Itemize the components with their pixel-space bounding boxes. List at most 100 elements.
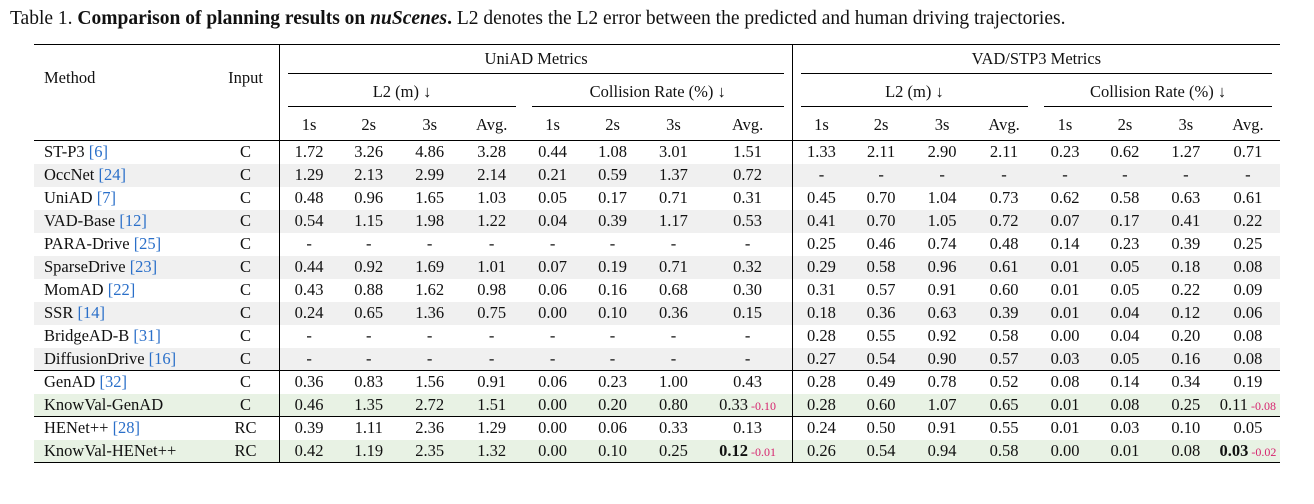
method-name: GenAD xyxy=(44,372,96,392)
value-cell: 0.43 xyxy=(280,279,338,302)
citation-link[interactable]: [12] xyxy=(119,211,147,230)
value-cell: 0.83 xyxy=(338,371,400,394)
value-cell: 0.80 xyxy=(643,393,704,417)
value-text: - xyxy=(488,234,495,253)
value-text: - xyxy=(878,165,884,184)
method-name: UniAD xyxy=(44,188,93,207)
value-text: 1.27 xyxy=(1171,142,1201,162)
value-cell: 0.42 xyxy=(279,439,338,463)
value-cell: 1.56 xyxy=(400,371,460,394)
method-name: SSR xyxy=(44,303,74,322)
value-text: 0.00 xyxy=(538,418,568,438)
value-text: 0.44 xyxy=(294,257,324,276)
value-cell: 0.06 xyxy=(524,279,582,302)
value-cell: 3.01 xyxy=(644,141,704,164)
table-row: HENet++ [28] RC 0.39 1.11 2.36 1.29 0.00 0.06 0.… xyxy=(34,416,1280,440)
value-cell: 0.08 xyxy=(1216,325,1280,348)
value-cell: 0.00 xyxy=(1036,439,1094,463)
value-cell: - xyxy=(850,163,913,187)
citation-link[interactable]: [31] xyxy=(133,326,161,345)
value-cell: 1.29 xyxy=(460,417,524,440)
value-cell: 0.58 xyxy=(972,325,1036,348)
value-text: 0.23 xyxy=(1050,142,1080,162)
value-text: 0.17 xyxy=(598,188,627,207)
value-cell: 0.24 xyxy=(279,301,338,325)
method-cell: BridgeAD-B [31] xyxy=(34,325,212,348)
value-text: 0.54 xyxy=(294,211,324,230)
value-text: 0.70 xyxy=(866,188,896,207)
value-cell: 1.00 xyxy=(644,371,704,394)
value-text: 0.23 xyxy=(1110,234,1140,253)
value-text: 0.01 xyxy=(1050,257,1080,276)
value-cell: 1.15 xyxy=(337,209,400,233)
value-cell: 0.05 xyxy=(1094,279,1156,302)
value-text: 0.14 xyxy=(1110,372,1140,392)
value-cell: 1.11 xyxy=(338,417,400,440)
value-text: 1.33 xyxy=(807,142,836,162)
value-cell: - xyxy=(912,163,973,187)
value-cell: 1.29 xyxy=(279,163,338,187)
value-cell: 0.00 xyxy=(1036,325,1094,348)
value-text: 1.62 xyxy=(415,280,445,299)
value-text: 0.03 xyxy=(1219,440,1249,460)
method-header: Method xyxy=(44,67,96,87)
citation-link[interactable]: [32] xyxy=(99,372,127,392)
value-text: 0.68 xyxy=(659,280,688,299)
value-text: 0.26 xyxy=(807,440,836,460)
value-text: 0.58 xyxy=(989,440,1019,460)
value-text: 0.60 xyxy=(989,280,1019,299)
value-text: 1.35 xyxy=(354,394,384,414)
value-text: - xyxy=(306,348,312,368)
value-text: 0.46 xyxy=(866,234,896,253)
value-cell: 0.25 xyxy=(1155,393,1216,417)
value-cell: - xyxy=(644,325,704,348)
value-cell: 0.70 xyxy=(850,209,913,233)
value-text: - xyxy=(488,326,495,345)
citation-link[interactable]: [6] xyxy=(88,142,109,162)
value-cell: 0.78 xyxy=(912,371,972,394)
value-text: 0.04 xyxy=(538,211,568,230)
value-text: 1.56 xyxy=(415,372,445,392)
citation-link[interactable]: [23] xyxy=(129,257,158,276)
method-cell: SSR [14] xyxy=(34,301,212,325)
value-text: 0.25 xyxy=(807,234,836,253)
citation-link[interactable]: [24] xyxy=(98,165,127,184)
citation-link[interactable]: [22] xyxy=(107,280,136,299)
value-cell: 0.12 -0.01 xyxy=(703,439,793,463)
value-cell: 0.90 xyxy=(912,347,973,371)
value-cell: 0.10 xyxy=(581,301,644,325)
value-text: 0.65 xyxy=(989,394,1019,414)
value-text: 0.52 xyxy=(989,372,1019,392)
value-cell: 0.70 xyxy=(850,187,912,210)
table-row: GenAD [32] C 0.36 0.83 1.56 0.91 0.06 0.23 1.00 0… xyxy=(34,370,1280,394)
citation-link[interactable]: [14] xyxy=(77,303,105,322)
value-text: 1.29 xyxy=(477,418,507,438)
value-cell: 0.33 -0.10 xyxy=(703,393,793,417)
value-text: 0.41 xyxy=(807,211,836,230)
value-text: 0.39 xyxy=(598,211,627,230)
value-cell: - xyxy=(1093,163,1156,187)
value-cell: 0.91 xyxy=(460,371,524,394)
value-text: 0.06 xyxy=(538,372,568,392)
value-text: 0.54 xyxy=(866,440,896,460)
value-cell: 1.69 xyxy=(399,255,460,279)
value-text: 1.69 xyxy=(415,257,445,276)
citation-link[interactable]: [16] xyxy=(148,348,177,368)
input-cell: C xyxy=(211,301,281,325)
value-text: - xyxy=(609,326,616,345)
input-cell: C xyxy=(211,186,281,210)
value-cell: 0.22 xyxy=(1156,279,1216,302)
value-text: 0.25 xyxy=(1233,234,1263,253)
method-cell: KnowVal-HENet++ xyxy=(34,439,212,463)
citation-link[interactable]: [7] xyxy=(96,188,116,207)
value-cell: - xyxy=(1155,163,1216,187)
citation-link[interactable]: [28] xyxy=(112,418,141,438)
citation-link[interactable]: [25] xyxy=(133,234,162,253)
input-cell: C xyxy=(211,255,281,279)
value-cell: 0.04 xyxy=(523,209,582,233)
value-cell: 0.43 xyxy=(703,370,793,394)
input-cell: C xyxy=(211,140,281,164)
value-text: 0.36 xyxy=(294,372,324,392)
value-text: 0.48 xyxy=(294,188,324,207)
value-text: 0.98 xyxy=(477,280,507,299)
